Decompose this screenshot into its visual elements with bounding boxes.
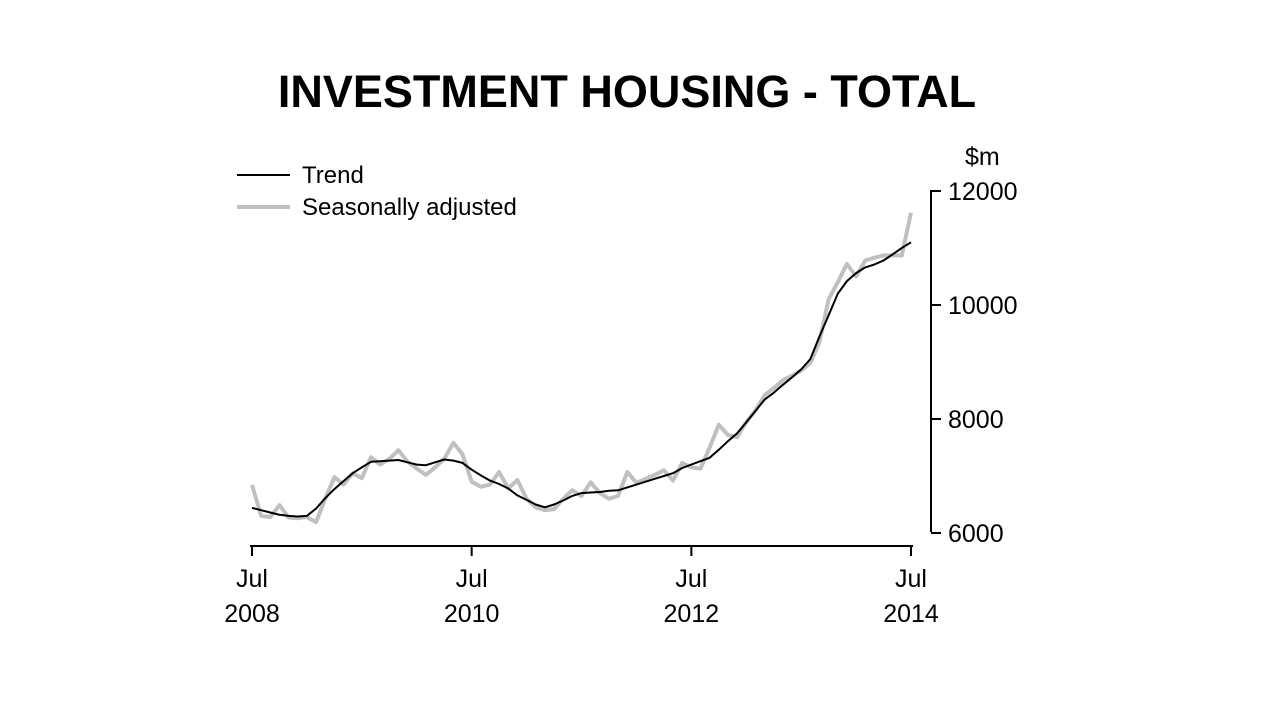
x-tick-label-year: 2012 [664, 600, 720, 628]
y-tick-label: 6000 [948, 520, 1004, 548]
x-tick-label-month: Jul [895, 565, 927, 593]
legend-label-trend: Trend [302, 162, 364, 189]
y-tick-label: 10000 [948, 292, 1018, 320]
chart-title: INVESTMENT HOUSING - TOTAL [277, 66, 977, 117]
series-lines [250, 212, 913, 525]
legend: Trend Seasonally adjusted [237, 162, 517, 221]
legend-label-seasonally-adjusted: Seasonally adjusted [302, 194, 517, 221]
x-tick-label-month: Jul [236, 565, 268, 593]
series-line-trend [251, 241, 912, 518]
x-tick-label-month: Jul [675, 565, 707, 593]
x-tick-label-month: Jul [456, 565, 488, 593]
y-tick-label: 8000 [948, 406, 1004, 434]
y-tick-label: 12000 [948, 178, 1018, 206]
x-tick-label-year: 2010 [444, 600, 500, 628]
x-tick-label-year: 2008 [224, 600, 280, 628]
x-tick-label-year: 2014 [883, 600, 939, 628]
y-axis-unit-label: $m [965, 143, 1000, 171]
axes: 6000 8000 10000 12000 Jul 2008 Jul 2010 Jul 2012 J… [224, 178, 1017, 628]
